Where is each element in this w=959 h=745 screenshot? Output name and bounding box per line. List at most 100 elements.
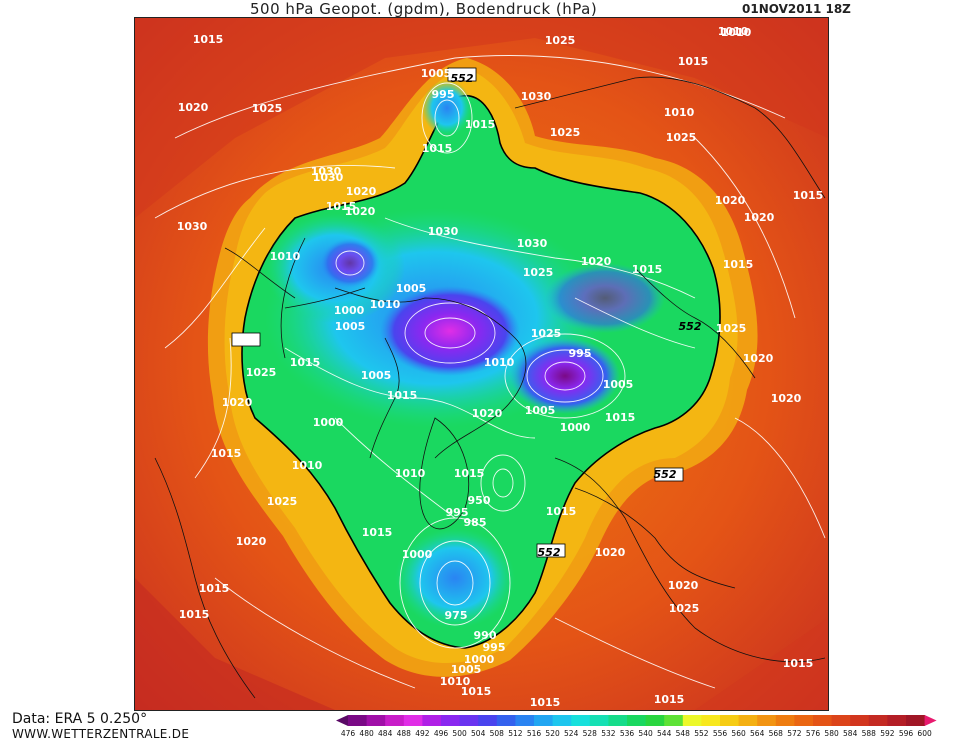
pressure-label: 1025 (523, 266, 554, 279)
pressure-label: 1015 (546, 505, 577, 518)
pressure-label: 1000 (464, 653, 495, 666)
pressure-label: 1025 (252, 102, 283, 115)
legend-level-label: 484 (378, 729, 393, 738)
pressure-label: 1015 (678, 55, 709, 68)
pressure-label: 1020 (715, 194, 746, 207)
pressure-label: 1020 (346, 185, 377, 198)
legend-level-label: 536 (620, 729, 635, 738)
pressure-label: 1025 (545, 34, 576, 47)
pressure-label: 1000 (402, 548, 433, 561)
website-link[interactable]: WWW.WETTERZENTRALE.DE (12, 727, 190, 741)
magenta-low-center (380, 286, 520, 376)
isobars (154, 55, 826, 689)
purple-low-east (510, 338, 620, 414)
pressure-label: 1010 (718, 25, 749, 38)
pressure-label: 995 (483, 641, 506, 654)
pressure-label: 1020 (771, 392, 802, 405)
pressure-label: 1015 (605, 411, 636, 424)
pressure-label: 1020 (595, 546, 626, 559)
cyan-region-north (422, 80, 472, 136)
pressure-label: 1030 (177, 220, 208, 233)
legend-level-label: 552 (694, 729, 709, 738)
legend-scale: 476 480 484 488 492 496 500 504 508 512 516 520 524 5… (336, 715, 937, 738)
legend-swatch (534, 715, 554, 726)
pressure-label: 1015 (211, 447, 242, 460)
legend-level-label: 520 (545, 729, 560, 738)
pressure-label: 1030 (311, 165, 342, 178)
legend-level-label: 580 (824, 729, 839, 738)
legend-level-label: 476 (341, 729, 356, 738)
pressure-label: 1025 (666, 131, 697, 144)
legend-swatch (478, 715, 498, 726)
pressure-label: 1020 (178, 101, 209, 114)
pressure-label: 1010 (484, 356, 515, 369)
pressure-label: 1015 (387, 389, 418, 402)
pressure-label: 1015 (793, 189, 824, 202)
pressure-label: 1005 (396, 282, 427, 295)
legend-level-label: 556 (713, 729, 728, 738)
pressure-label: 1015 (193, 33, 224, 46)
legend-level-label: 584 (843, 729, 858, 738)
legend-swatch (720, 715, 740, 726)
pressure-label: 1025 (531, 327, 562, 340)
pressure-label: 1015 (422, 142, 453, 155)
contour-552-label: 552 (654, 468, 677, 481)
legend-swatch (831, 715, 851, 726)
pressure-label: 1010 (292, 459, 323, 472)
pressure-label: 1005 (335, 320, 366, 333)
pressure-label: 1005 (525, 404, 556, 417)
legend-level-label: 516 (527, 729, 542, 738)
legend-level-label: 488 (397, 729, 412, 738)
pressure-label: 1020 (743, 352, 774, 365)
pressure-label: 1015 (723, 258, 754, 271)
legend-swatch (813, 715, 833, 726)
pressure-label: 1005 (421, 67, 452, 80)
legend-level-label: 600 (917, 729, 932, 738)
legend-swatch (775, 715, 795, 726)
warm-band-bottom-right (695, 618, 828, 710)
pressure-label: 1015 (326, 200, 357, 213)
pressure-label: 1025 (716, 322, 747, 335)
pressure-label: 1015 (362, 526, 393, 539)
legend-level-label: 504 (471, 729, 486, 738)
legend-level-label: 596 (899, 729, 914, 738)
pressure-label: 1015 (632, 263, 663, 276)
pressure-label: 950 (468, 494, 491, 507)
legend-level-label: 568 (769, 729, 784, 738)
pressure-label: 1020 (581, 255, 612, 268)
map-datetime: 01NOV2011 18Z (742, 2, 851, 16)
map-canvas: 1015 1025 1010 1015 1020 1025 1005 552 995 1030 10… (135, 18, 828, 710)
contour-552 (241, 95, 721, 649)
legend-arrow-left (336, 715, 348, 726)
legend-swatch (552, 715, 572, 726)
legend-swatch (794, 715, 814, 726)
pressure-label: 1015 (783, 657, 814, 670)
pressure-label: 1005 (451, 663, 482, 676)
pressure-label: 1030 (521, 90, 552, 103)
legend-swatch (608, 715, 628, 726)
pressure-label: 995 (446, 506, 469, 519)
legend-swatch (385, 715, 405, 726)
pressure-label: 1015 (465, 118, 496, 131)
legend-level-label: 508 (490, 729, 505, 738)
pressure-label: 1015 (654, 693, 685, 706)
legend-swatch (906, 715, 926, 726)
legend-level-label: 540 (638, 729, 653, 738)
contour-552-label: 552 (679, 320, 702, 333)
blue-low-west (320, 238, 380, 288)
pressure-label: 1010 (370, 298, 401, 311)
legend-level-label: 500 (452, 729, 467, 738)
map-title: 500 hPa Geopot. (gpdm), Bodendruck (hPa) (250, 0, 598, 18)
legend-level-label: 588 (862, 729, 877, 738)
pressure-label: 975 (445, 609, 468, 622)
pressure-label: 1010 (270, 250, 301, 263)
legend-arrow-right (924, 715, 937, 726)
legend-swatch (850, 715, 870, 726)
color-legend: 476 480 484 488 492 496 500 504 508 512 516 520 524 5… (336, 713, 956, 741)
pressure-label: 1010 (395, 467, 426, 480)
pressure-label: 1000 (313, 416, 344, 429)
legend-swatch (571, 715, 591, 726)
legend-swatch (459, 715, 479, 726)
legend-swatch (701, 715, 721, 726)
legend-swatch (664, 715, 684, 726)
